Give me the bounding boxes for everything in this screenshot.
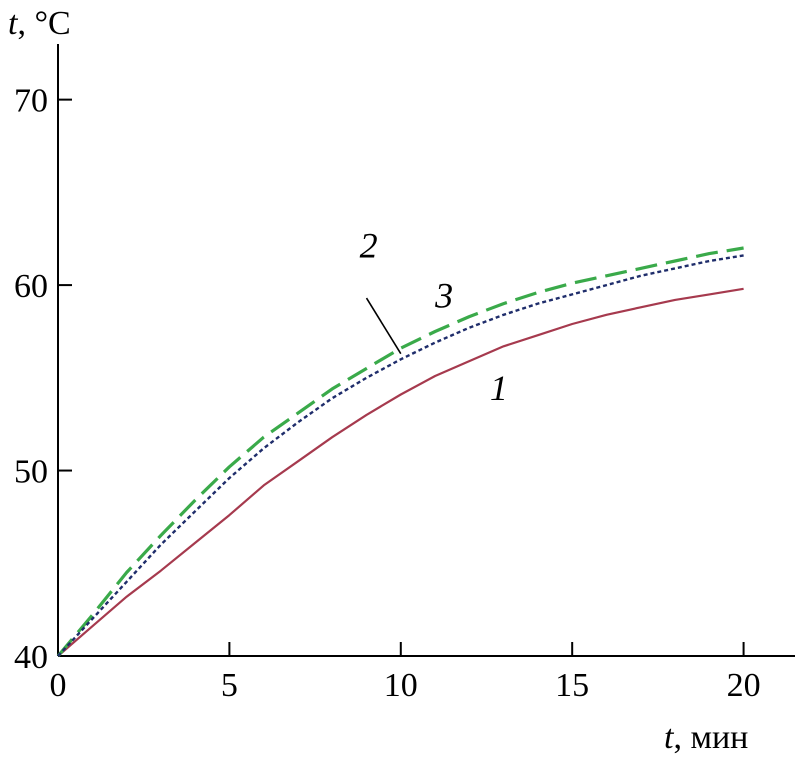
x-axis-variable: t [664, 719, 675, 756]
x-tick-label: 10 [384, 667, 418, 704]
x-axis-unit: , мин [673, 719, 748, 756]
x-tick-label: 5 [221, 667, 238, 704]
y-tick-label: 60 [14, 268, 48, 305]
y-ticks: 40 50 60 70 [14, 83, 72, 676]
series-group [56, 246, 744, 658]
series-3-label: 3 [434, 275, 453, 315]
x-axis-title: t, мин [664, 719, 748, 756]
y-axis-title: t, °C [8, 5, 71, 42]
series-1-line [57, 287, 744, 657]
annotations: 1 2 3 [360, 225, 508, 408]
x-ticks: 0 5 10 15 20 [50, 642, 761, 704]
series-2-label: 2 [360, 225, 378, 265]
x-tick-label: 15 [555, 667, 589, 704]
y-tick-label: 50 [14, 454, 48, 491]
y-tick-label: 70 [14, 83, 48, 120]
y-tick-label: 40 [14, 639, 48, 676]
series-2-line [56, 246, 744, 658]
y-axis-unit: , °C [17, 5, 70, 42]
x-tick-label: 20 [727, 667, 761, 704]
y-axis-variable: t [8, 5, 19, 42]
series-3-line [57, 254, 744, 657]
x-tick-label: 0 [50, 667, 67, 704]
series-2-leader-line [365, 297, 402, 355]
series-1-label: 1 [490, 368, 508, 408]
axes [57, 44, 795, 657]
